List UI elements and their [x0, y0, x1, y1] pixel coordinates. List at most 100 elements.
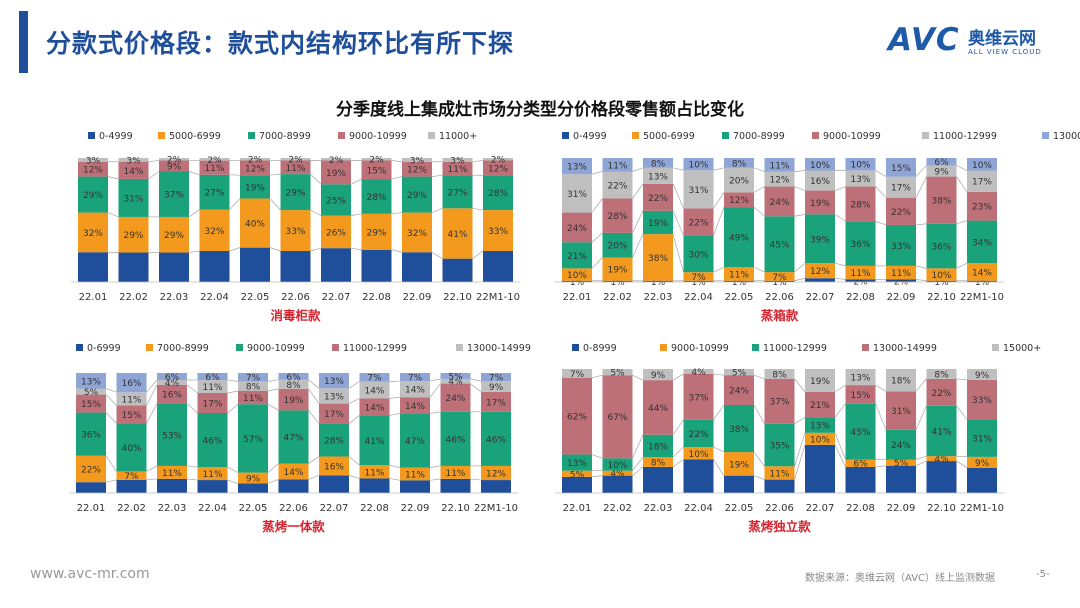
data-label: 19% — [283, 396, 303, 406]
bar-segment — [967, 379, 997, 420]
connector-line — [472, 250, 484, 259]
data-label: 19% — [810, 377, 830, 387]
data-label: 3% — [450, 156, 465, 166]
connector-line — [591, 374, 603, 379]
bar-segment — [199, 160, 230, 175]
connector-line — [753, 475, 765, 480]
bar-segment — [562, 470, 592, 477]
tick-label: 22.05 — [725, 292, 754, 303]
data-label: 24% — [729, 387, 749, 397]
data-label: 36% — [931, 243, 951, 253]
bar-segment — [805, 432, 835, 445]
data-label: 14% — [283, 468, 303, 478]
data-label: 21% — [567, 252, 587, 262]
connector-line — [186, 384, 198, 394]
connector-line — [350, 247, 362, 251]
data-label: 39% — [810, 235, 830, 245]
tick-label: 22.03 — [160, 292, 189, 303]
bar-segment — [643, 280, 673, 282]
bar-segment — [280, 158, 311, 161]
bar-segment — [359, 465, 390, 479]
bar-segment — [967, 280, 997, 282]
bar-segment — [118, 216, 149, 253]
data-label: 9% — [934, 168, 949, 178]
connector-line — [794, 277, 806, 282]
connector-line — [956, 220, 968, 225]
connector-line — [269, 173, 281, 176]
connector-line — [632, 210, 644, 234]
data-label: 17% — [972, 178, 992, 188]
bar-segment — [805, 278, 835, 282]
data-label: 4% — [448, 378, 463, 388]
bar-segment — [886, 369, 916, 392]
footer-url[interactable]: www.avc-mr.com — [30, 566, 150, 582]
data-label: 1% — [934, 278, 949, 288]
bar-segment — [238, 373, 268, 382]
connector-line — [632, 456, 644, 471]
bar-segment — [724, 207, 754, 268]
bar-segment — [683, 369, 714, 374]
tick-label: 22.03 — [158, 503, 187, 514]
data-label: 16% — [810, 177, 830, 187]
data-label: 19% — [810, 199, 830, 209]
bar-segment — [278, 410, 309, 464]
data-label: 41% — [447, 230, 467, 240]
bar-segment — [402, 158, 432, 162]
bar-segment — [400, 467, 430, 481]
chart-title: 蒸烤一体款 — [262, 519, 325, 534]
page-title: 分款式价格段：款式内结构环比有所下探 — [46, 29, 515, 58]
bar-segment — [602, 458, 633, 471]
data-label: 10% — [688, 161, 708, 171]
bar-segment — [197, 413, 228, 468]
connector-line — [391, 212, 403, 215]
bar-segment — [78, 212, 108, 253]
bar-segment — [157, 373, 187, 381]
data-label: 11% — [607, 161, 627, 171]
legend-label: 15000+ — [1003, 343, 1041, 354]
data-label: 9% — [975, 371, 990, 381]
bar-segment — [724, 167, 754, 193]
data-label: 45% — [850, 428, 870, 438]
tick-label: 22.09 — [403, 292, 432, 303]
logo-cn: 奥维云网 — [968, 29, 1036, 49]
tick-label: 22.01 — [563, 292, 592, 303]
bar-segment — [361, 160, 392, 180]
bar-segment — [116, 373, 147, 393]
bar-segment — [643, 210, 673, 235]
bar-segment — [359, 373, 390, 382]
bar-segment — [78, 176, 108, 213]
data-label: 9% — [167, 162, 182, 172]
connector-line — [875, 186, 887, 198]
data-label: 22% — [891, 208, 911, 218]
data-label: 7% — [772, 273, 787, 283]
connector-line — [105, 388, 117, 393]
bar-segment — [197, 380, 228, 393]
bar-segment — [724, 267, 754, 281]
bar-segment — [683, 419, 714, 448]
connector-line — [875, 220, 887, 226]
bar-segment — [562, 369, 592, 378]
bar-segment — [199, 174, 230, 210]
legend-swatch — [428, 132, 435, 139]
connector-line — [188, 209, 200, 218]
connector-line — [391, 176, 403, 180]
data-label: 15% — [121, 411, 141, 421]
data-label: 13% — [324, 377, 344, 387]
tick-label: 22.06 — [281, 292, 310, 303]
legend-swatch — [332, 344, 339, 351]
tick-label: 22.05 — [241, 292, 270, 303]
tick-label: 22.04 — [684, 292, 713, 303]
data-label: 9% — [651, 371, 666, 381]
connector-line — [105, 412, 117, 424]
legend-swatch — [248, 132, 255, 139]
bar-segment — [683, 459, 714, 493]
chart-title: 蒸箱款 — [761, 308, 799, 323]
data-label: 11% — [285, 164, 305, 174]
connector-line — [915, 455, 927, 460]
bar-segment — [562, 174, 592, 213]
data-label: 2% — [369, 156, 384, 166]
bar-segment — [280, 210, 311, 251]
bar-segment — [442, 161, 473, 176]
bar-segment — [643, 158, 673, 168]
bar-segment — [319, 373, 349, 389]
